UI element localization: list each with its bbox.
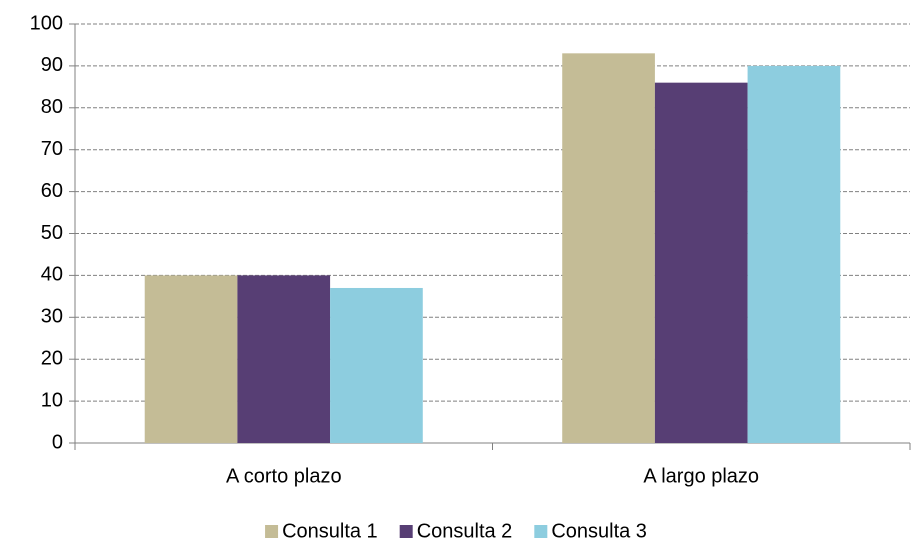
y-tick-label: 20 bbox=[41, 347, 63, 369]
y-tick-label: 10 bbox=[41, 389, 63, 411]
y-tick-label: 40 bbox=[41, 264, 63, 286]
bar bbox=[747, 65, 841, 444]
y-tick-label: 100 bbox=[30, 12, 63, 34]
y-tick-label: 70 bbox=[41, 138, 63, 160]
bar bbox=[562, 53, 655, 444]
legend-swatch bbox=[265, 525, 279, 538]
y-tick-label: 30 bbox=[41, 306, 63, 328]
legend-label: Consulta 1 bbox=[282, 520, 378, 542]
legend-swatch bbox=[534, 525, 548, 538]
y-tick-label: 60 bbox=[41, 180, 63, 202]
bar bbox=[330, 287, 423, 443]
x-tick-label: A corto plazo bbox=[226, 465, 342, 487]
legend-label: Consulta 3 bbox=[551, 520, 647, 542]
y-tick-label: 80 bbox=[41, 96, 63, 118]
y-tick-label: 50 bbox=[41, 222, 63, 244]
bar bbox=[144, 275, 238, 443]
legend-swatch bbox=[399, 525, 413, 538]
bar bbox=[237, 275, 331, 443]
y-tick-label: 0 bbox=[52, 431, 63, 453]
x-tick-label: A largo plazo bbox=[643, 465, 759, 487]
bar bbox=[654, 82, 748, 443]
y-tick-label: 90 bbox=[41, 54, 63, 76]
legend-label: Consulta 2 bbox=[417, 520, 513, 542]
